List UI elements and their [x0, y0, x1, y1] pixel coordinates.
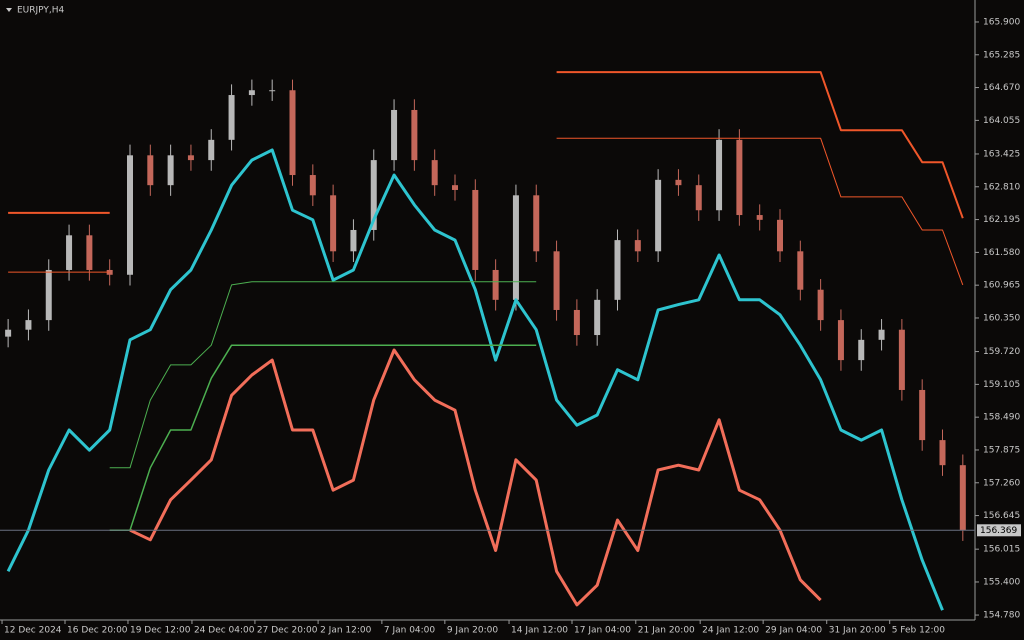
- x-tick-label: 19 Dec 12:00: [130, 626, 191, 636]
- x-tick-label: 21 Jan 20:00: [638, 626, 695, 636]
- candle-body: [959, 465, 966, 531]
- candle-body: [533, 195, 540, 252]
- y-tick-label: 160.965: [983, 281, 1020, 291]
- candle-body: [472, 189, 479, 270]
- candle-body: [655, 179, 662, 252]
- candle-body: [736, 139, 743, 216]
- candle-body: [391, 109, 398, 161]
- candle-body: [269, 90, 276, 92]
- candle-body: [167, 155, 174, 186]
- y-tick-label: 158.490: [983, 413, 1020, 423]
- symbol-title: EURJPY,H4: [17, 6, 65, 16]
- x-tick-label: 27 Dec 20:00: [257, 626, 318, 636]
- y-tick-label: 160.350: [983, 313, 1020, 323]
- x-tick-label: 7 Jan 04:00: [384, 626, 436, 636]
- indicator-line: [6, 148, 944, 611]
- y-tick-label: 162.195: [983, 215, 1020, 225]
- x-tick-label: 12 Dec 2024: [4, 626, 62, 636]
- y-tick-label: 165.285: [983, 50, 1020, 60]
- candle-body: [716, 139, 723, 211]
- x-tick-label: 14 Jan 12:00: [511, 626, 568, 636]
- candle-body: [411, 109, 418, 161]
- candle-body: [777, 219, 783, 252]
- candle-body: [675, 179, 682, 186]
- candle-body: [330, 195, 337, 252]
- candle-body: [147, 155, 154, 186]
- candle-body: [573, 309, 580, 336]
- x-tick-label: 17 Jan 04:00: [574, 626, 631, 636]
- last-price-label: 156.369: [980, 526, 1017, 536]
- candle-body: [350, 229, 357, 252]
- candle-body: [66, 235, 73, 270]
- candle-body: [695, 185, 702, 211]
- candle-body: [45, 269, 52, 321]
- candle-body: [5, 329, 12, 337]
- candle-body: [512, 195, 519, 300]
- candle-body: [858, 339, 865, 361]
- candle-body: [309, 175, 316, 196]
- candle-body: [370, 160, 377, 230]
- indicator-line: [129, 348, 822, 607]
- candle-body: [248, 90, 255, 96]
- indicator-line: [8, 137, 964, 286]
- x-tick-label: 5 Feb 12:00: [892, 626, 946, 636]
- candle-body: [594, 299, 601, 336]
- candle-body: [553, 251, 560, 310]
- x-tick-label: 24 Dec 04:00: [194, 626, 255, 636]
- candle-body: [431, 160, 438, 186]
- candle-body: [878, 329, 885, 340]
- y-tick-label: 164.670: [983, 83, 1020, 93]
- candle-body: [634, 240, 641, 252]
- candle-body: [208, 139, 215, 161]
- y-tick-label: 156.645: [983, 511, 1020, 521]
- y-tick-label: 164.055: [983, 116, 1020, 126]
- candle-body: [187, 155, 194, 161]
- candle-body: [127, 155, 133, 275]
- candle-body: [25, 320, 32, 330]
- y-tick-label: 161.580: [983, 248, 1020, 258]
- candle-body: [452, 185, 458, 190]
- y-tick-label: 154.780: [983, 611, 1020, 621]
- candle-body: [492, 269, 499, 300]
- candle-body: [817, 289, 824, 321]
- x-tick-label: 9 Jan 20:00: [447, 626, 499, 636]
- last-price-box: [977, 524, 1021, 537]
- candle-body: [797, 251, 804, 290]
- y-tick-label: 156.015: [983, 545, 1020, 555]
- candle-body: [837, 320, 844, 361]
- y-tick-label: 157.260: [983, 478, 1020, 488]
- y-tick-label: 157.875: [983, 445, 1020, 455]
- candle-body: [939, 440, 946, 466]
- candle-body: [228, 95, 235, 140]
- candle-body: [756, 215, 763, 220]
- y-tick-label: 163.425: [983, 149, 1020, 159]
- indicator-line: [8, 71, 964, 219]
- y-tick-label: 165.900: [983, 17, 1020, 27]
- x-tick-label: 2 Jan 12:00: [320, 626, 372, 636]
- x-tick-label: 16 Dec 20:00: [67, 626, 128, 636]
- x-tick-label: 31 Jan 20:00: [829, 626, 886, 636]
- indicator-line: [109, 281, 537, 469]
- candle-body: [86, 235, 93, 270]
- x-tick-label: 29 Jan 04:00: [765, 626, 822, 636]
- y-tick-label: 155.400: [983, 577, 1020, 587]
- y-tick-label: 159.105: [983, 380, 1020, 390]
- y-tick-label: 159.720: [983, 347, 1020, 357]
- candle-body: [898, 329, 905, 390]
- candle-body: [614, 240, 621, 300]
- x-tick-label: 24 Jan 12:00: [702, 626, 759, 636]
- candle-body: [919, 389, 926, 441]
- indicator-line: [109, 344, 537, 531]
- candle-body: [289, 90, 296, 176]
- y-tick-label: 162.810: [983, 182, 1020, 192]
- symbol-menu-icon[interactable]: [6, 8, 12, 12]
